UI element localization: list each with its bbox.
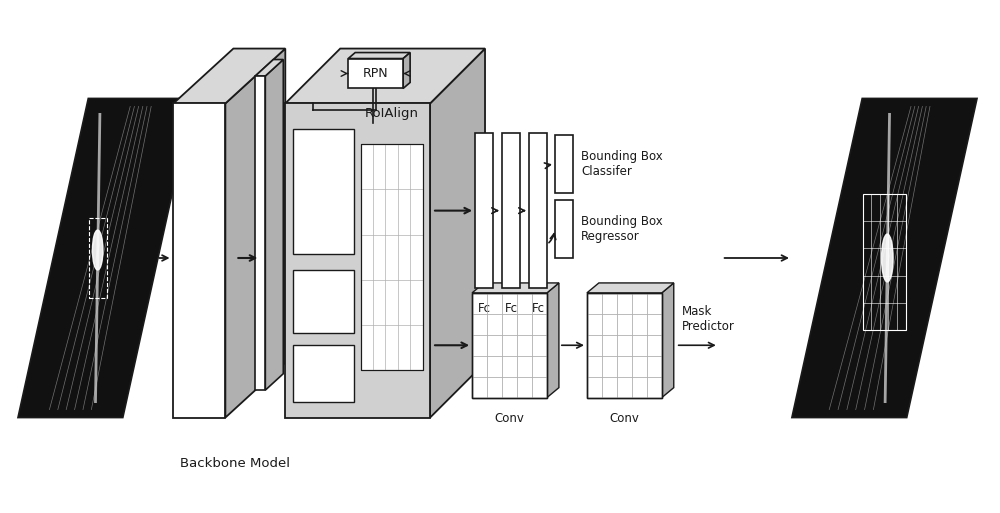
Polygon shape <box>285 49 485 104</box>
Bar <box>555 135 573 193</box>
Polygon shape <box>403 52 410 88</box>
Bar <box>863 194 906 330</box>
Bar <box>502 133 520 288</box>
Text: Fc: Fc <box>531 302 544 315</box>
Bar <box>361 144 423 370</box>
Ellipse shape <box>882 234 893 282</box>
Polygon shape <box>348 52 410 58</box>
Text: RPN: RPN <box>363 67 388 80</box>
Polygon shape <box>173 49 285 104</box>
Bar <box>293 129 354 254</box>
Ellipse shape <box>92 230 103 270</box>
Bar <box>475 133 493 288</box>
Text: Bounding Box
Classifer: Bounding Box Classifer <box>581 150 663 178</box>
Text: Conv: Conv <box>495 411 524 425</box>
Text: Mask
Predictor: Mask Predictor <box>682 305 735 333</box>
Text: Fc: Fc <box>478 302 491 315</box>
Bar <box>89 218 107 298</box>
Text: Conv: Conv <box>609 411 639 425</box>
Bar <box>555 200 573 258</box>
Polygon shape <box>225 49 285 418</box>
Bar <box>472 293 547 398</box>
Polygon shape <box>792 98 977 418</box>
Polygon shape <box>587 283 674 293</box>
Bar <box>348 58 403 88</box>
Polygon shape <box>472 283 559 293</box>
Polygon shape <box>18 98 193 418</box>
Bar <box>472 293 547 398</box>
Bar <box>587 293 662 398</box>
Polygon shape <box>265 60 283 390</box>
Polygon shape <box>547 283 559 398</box>
Polygon shape <box>662 283 674 398</box>
Bar <box>587 293 662 398</box>
Text: Fc: Fc <box>504 302 517 315</box>
Text: Bounding Box
Regressor: Bounding Box Regressor <box>581 215 663 243</box>
Bar <box>285 104 430 418</box>
Bar <box>173 104 225 418</box>
Polygon shape <box>430 49 485 418</box>
Polygon shape <box>255 60 283 76</box>
Bar <box>529 133 547 288</box>
Bar <box>293 345 354 402</box>
Text: Backbone Model: Backbone Model <box>180 458 290 470</box>
Text: RoIAlign: RoIAlign <box>365 107 419 120</box>
Bar <box>293 270 354 333</box>
Bar <box>255 76 265 390</box>
Bar <box>361 144 423 370</box>
